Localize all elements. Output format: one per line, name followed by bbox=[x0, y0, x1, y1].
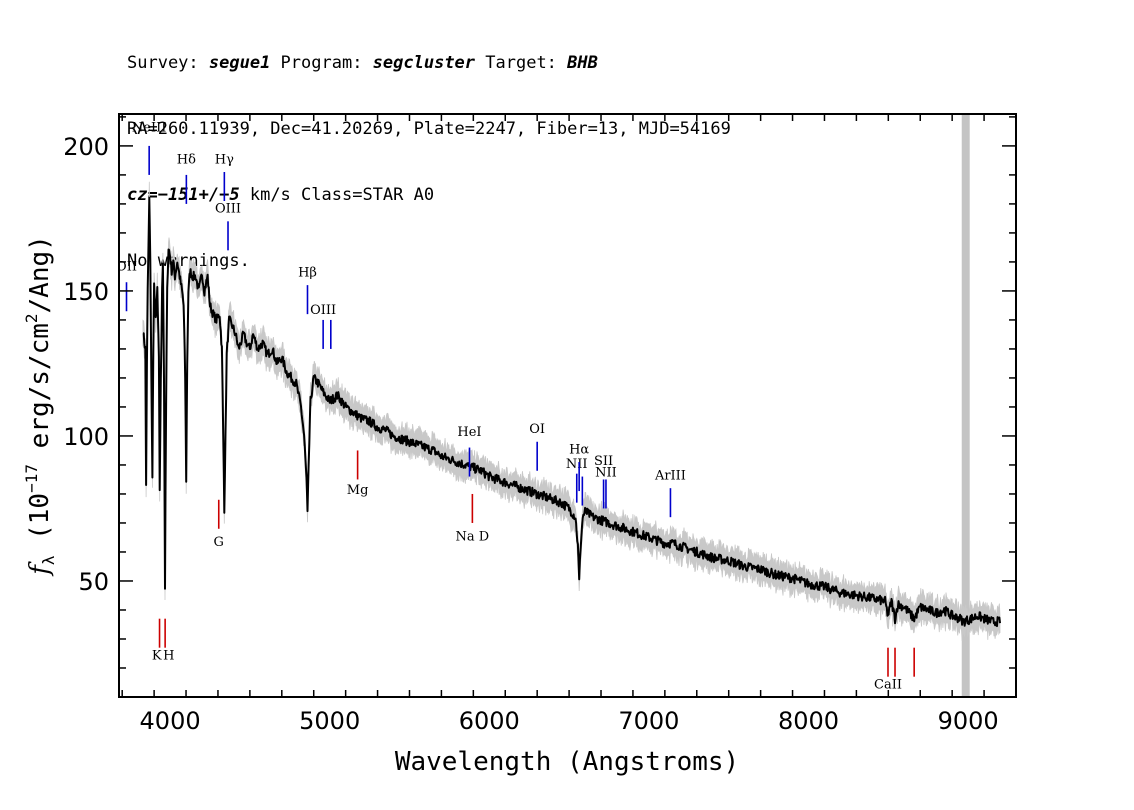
emission-line-label: OIII bbox=[215, 202, 241, 217]
emission-line-label: OIII bbox=[310, 303, 336, 318]
header-line-coordinates: RA=260.11939, Dec=41.20269, Plate=2247, … bbox=[127, 119, 731, 139]
header-line-warnings: No warnings. bbox=[127, 251, 250, 271]
plot-frame bbox=[118, 113, 1017, 698]
absorption-line-label: G bbox=[214, 535, 224, 550]
class-value: Class=STAR A0 bbox=[301, 185, 435, 205]
header-line-survey: Survey: segue1 Program: segcluster Targe… bbox=[127, 52, 731, 74]
emission-line-label: HeI bbox=[457, 425, 481, 440]
emission-line-label: NeIII bbox=[132, 120, 166, 135]
emission-line-label: Hα bbox=[569, 442, 589, 457]
survey-label: Survey: bbox=[127, 53, 209, 73]
y-tick-label: 50 bbox=[78, 568, 109, 596]
axis-ticks: 4000 5000 6000 7000 8000 9000 50 100 150 200 bbox=[63, 114, 1017, 735]
emission-line-label: SII bbox=[594, 454, 613, 469]
emission-line-label: OI bbox=[529, 422, 545, 437]
target-value: BHB bbox=[567, 53, 598, 73]
absorption-line-label: Na D bbox=[456, 529, 490, 544]
absorption-line-label: CaII bbox=[874, 677, 902, 692]
x-tick-label: 4000 bbox=[140, 707, 201, 735]
y-tick-label: 150 bbox=[63, 278, 109, 306]
spectrum-line bbox=[142, 196, 1001, 628]
emission-line-label: NII bbox=[595, 466, 617, 481]
masked-band bbox=[961, 114, 970, 697]
x-tick-label: 5000 bbox=[299, 707, 360, 735]
cz-value: −151+/−5 bbox=[157, 185, 240, 205]
program-value: segcluster bbox=[372, 53, 476, 73]
emission-line-label: Hδ bbox=[177, 152, 196, 167]
emission-line-label: Hγ bbox=[215, 152, 234, 167]
x-axis-title: Wavelength (Angstroms) bbox=[395, 747, 739, 777]
error-band bbox=[142, 181, 1001, 642]
absorption-line-label: Mg bbox=[347, 483, 369, 498]
header-line-redshift: cz=−151+/−5 km/s Class=STAR A0 bbox=[127, 184, 731, 206]
x-tick-label: 7000 bbox=[618, 707, 679, 735]
emission-line-label: ArIII bbox=[654, 468, 686, 483]
y-axis-title: fλ (10−17 erg/s/cm2/Ang) bbox=[22, 235, 58, 577]
x-tick-label: 9000 bbox=[938, 707, 999, 735]
emission-line-label: OII bbox=[116, 260, 137, 275]
y-tick-label: 200 bbox=[63, 133, 109, 161]
x-tick-label: 8000 bbox=[778, 707, 839, 735]
program-label: Program: bbox=[270, 53, 373, 73]
survey-value: segue1 bbox=[208, 53, 271, 73]
emission-line-label: NII bbox=[566, 457, 588, 472]
spectrum-header: Survey: segue1 Program: segcluster Targe… bbox=[127, 8, 731, 294]
emission-line-label: Hβ bbox=[298, 265, 317, 280]
y-tick-label: 100 bbox=[63, 423, 109, 451]
x-tick-label: 6000 bbox=[459, 707, 520, 735]
absorption-line-label: H bbox=[163, 648, 174, 663]
target-label: Target: bbox=[475, 53, 568, 73]
cz-units: km/s bbox=[239, 185, 302, 205]
absorption-line-label: K bbox=[152, 648, 162, 663]
